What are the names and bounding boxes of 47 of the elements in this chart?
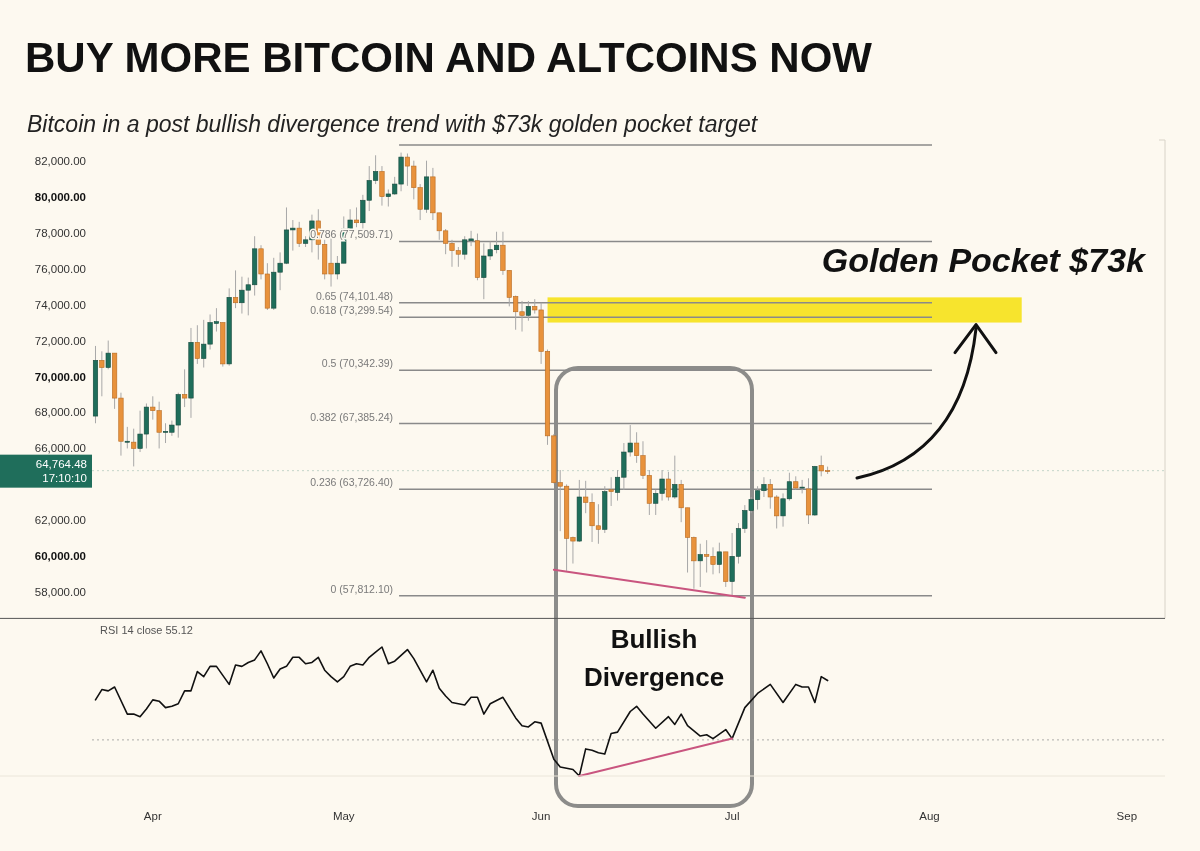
x-tick-label: Aug (919, 810, 940, 822)
candlestick (697, 543, 703, 588)
y-tick-label: 62,000.00 (34, 514, 86, 527)
ref-line-label: 0.236 (63,726.40) (310, 476, 394, 489)
candlestick (99, 350, 105, 397)
x-tick-label: Jun (531, 810, 551, 822)
ref-line-label: 0 (57,812.10) (330, 582, 394, 595)
y-tick-label: 80,000.00 (34, 190, 86, 203)
price-tag: 64,764.48 17:10:10 (0, 454, 92, 488)
chart-title: BUY MORE BITCOIN AND ALTCOINS NOW (25, 34, 873, 81)
candlestick (525, 300, 531, 322)
annotation: Bullish Divergence (583, 624, 725, 692)
candlestick (665, 471, 671, 502)
candlestick (608, 476, 614, 507)
x-tick-label: Sep (1116, 810, 1138, 822)
candlestick (672, 455, 678, 500)
candlestick (233, 269, 239, 309)
candlestick (182, 368, 188, 408)
ref-line-label: 0.382 (67,385.24) (310, 410, 394, 423)
x-tick-label: May (332, 810, 355, 822)
candlestick (716, 542, 722, 574)
y-tick-label: 58,000.00 (34, 586, 86, 599)
candlestick (194, 324, 200, 365)
candlestick (353, 206, 360, 228)
ref-line-label: 64,764.48 17:10:10 (35, 457, 87, 484)
ref-line-label: 0.5 (70,342.39) (321, 357, 394, 370)
y-tick-label: 72,000.00 (34, 334, 86, 347)
x-tick-label: Apr (143, 810, 162, 822)
candlestick (296, 221, 302, 248)
chart-subtitle: Bitcoin in a post bullish divergence trend with $73k golden pocket target (27, 111, 759, 137)
y-tick-label: 60,000.00 (34, 550, 86, 563)
y-tick-label: 68,000.00 (34, 406, 86, 419)
candlestick (105, 340, 111, 370)
ref-line-label: 0.65 (74,101.48) (316, 289, 394, 302)
y-tick-label: 76,000.00 (34, 262, 86, 275)
y-tick-label: 78,000.00 (34, 226, 86, 239)
ref-line-label: 0.618 (73,299.54) (310, 304, 394, 317)
y-tick-label: 70,000.00 (34, 370, 86, 383)
y-tick-label: 66,000.00 (34, 442, 86, 455)
y-tick-label: 82,000.00 (34, 154, 86, 167)
x-tick-label: Jul (724, 810, 740, 822)
candlestick (799, 479, 805, 494)
y-tick-label: 74,000.00 (34, 298, 86, 311)
candlestick (131, 428, 137, 467)
candlestick (124, 426, 130, 449)
chart-title: RSI 14 close 55.12 (100, 624, 193, 636)
band-label: Golden Pocket $73k (821, 241, 1148, 280)
